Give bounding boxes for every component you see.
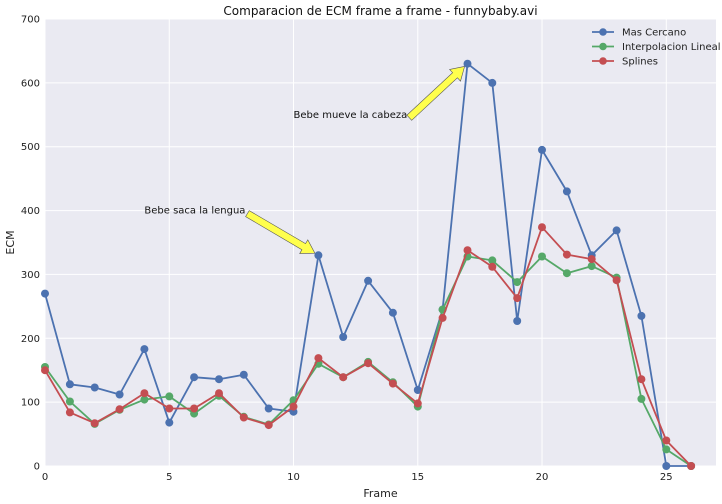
x-tick-label: 5 — [166, 472, 172, 483]
data-point — [65, 408, 74, 417]
data-point — [215, 389, 223, 398]
y-tick-label: 400 — [21, 206, 40, 217]
data-point — [140, 345, 149, 354]
data-point — [388, 308, 397, 317]
annotation-label: Bebe mueve la cabeza — [294, 110, 408, 121]
data-point — [190, 373, 199, 382]
x-axis-label: Frame — [363, 487, 398, 500]
legend: Mas Cercano Interpolacion Lineal Splines — [592, 28, 721, 68]
data-point — [562, 187, 571, 196]
data-point — [513, 294, 522, 303]
data-point — [463, 246, 472, 255]
data-point — [65, 397, 74, 406]
data-point — [364, 276, 373, 285]
data-point — [562, 269, 571, 278]
y-tick-label: 700 — [21, 15, 40, 26]
data-point — [364, 359, 373, 368]
data-point — [538, 252, 546, 261]
data-point — [239, 370, 248, 379]
data-point — [215, 375, 223, 384]
legend-marker — [599, 28, 607, 36]
tick-labels: 0 5 10 15 20 25 0 100 200 300 400 500 600 700 — [21, 15, 673, 484]
data-point — [662, 462, 671, 470]
annotation-arrow — [406, 66, 466, 121]
x-tick-label: 15 — [411, 472, 424, 483]
data-point — [513, 278, 522, 287]
y-tick-label: 500 — [21, 142, 40, 153]
data-point — [140, 395, 149, 404]
data-point — [90, 383, 99, 392]
annotation-arrow — [245, 210, 316, 254]
series-layer — [41, 59, 696, 470]
data-point — [488, 256, 497, 265]
annotation-label: Bebe saca la lengua — [144, 206, 245, 217]
data-point — [264, 404, 273, 413]
data-point — [388, 379, 397, 388]
x-tick-label: 25 — [660, 472, 673, 483]
chart-title: Comparacion de ECM frame a frame - funny… — [223, 4, 537, 18]
data-point — [637, 311, 646, 320]
data-point — [165, 392, 174, 401]
data-point — [264, 421, 273, 430]
series-group — [41, 223, 696, 470]
data-point — [587, 262, 596, 271]
data-point — [488, 78, 497, 87]
data-point — [190, 404, 199, 413]
data-point — [413, 386, 422, 394]
data-point — [463, 59, 472, 68]
data-point — [612, 276, 621, 285]
data-point — [339, 373, 348, 382]
data-point — [612, 226, 621, 235]
legend-marker — [599, 57, 607, 65]
y-tick-label: 300 — [21, 270, 40, 281]
data-point — [562, 250, 571, 259]
data-point — [513, 317, 522, 325]
data-point — [438, 313, 447, 322]
data-point — [662, 436, 671, 445]
x-tick-label: 10 — [287, 472, 300, 483]
y-tick-label: 600 — [21, 78, 40, 89]
data-point — [538, 145, 546, 154]
data-point — [289, 402, 298, 411]
data-point — [90, 419, 99, 428]
x-tick-label: 20 — [536, 472, 549, 483]
data-point — [115, 405, 124, 414]
data-point — [41, 289, 49, 298]
annotation-arrows — [245, 66, 466, 254]
data-point — [314, 354, 323, 363]
data-point — [165, 418, 174, 427]
data-point — [538, 223, 546, 232]
data-point — [41, 366, 49, 375]
data-point — [587, 255, 596, 264]
annotation-texts: Bebe saca la lengua Bebe mueve la cabeza — [144, 110, 407, 217]
legend-label: Mas Cercano — [622, 28, 686, 39]
data-point — [413, 399, 422, 408]
legend-label: Splines — [622, 57, 658, 68]
data-point — [339, 333, 348, 341]
data-point — [140, 389, 149, 398]
data-point — [637, 375, 646, 384]
y-tick-label: 200 — [21, 334, 40, 345]
data-point — [65, 380, 74, 389]
y-axis-label: ECM — [4, 230, 17, 254]
y-tick-label: 0 — [34, 462, 40, 473]
data-point — [239, 413, 248, 422]
y-tick-label: 100 — [21, 398, 40, 409]
data-point — [662, 445, 671, 454]
data-point — [488, 262, 497, 271]
data-point — [637, 394, 646, 403]
legend-label: Interpolacion Lineal — [622, 42, 721, 53]
x-tick-label: 0 — [42, 472, 48, 483]
data-point — [687, 462, 696, 470]
data-point — [115, 390, 124, 399]
legend-marker — [599, 42, 607, 51]
data-point — [314, 251, 323, 260]
data-point — [165, 404, 174, 413]
